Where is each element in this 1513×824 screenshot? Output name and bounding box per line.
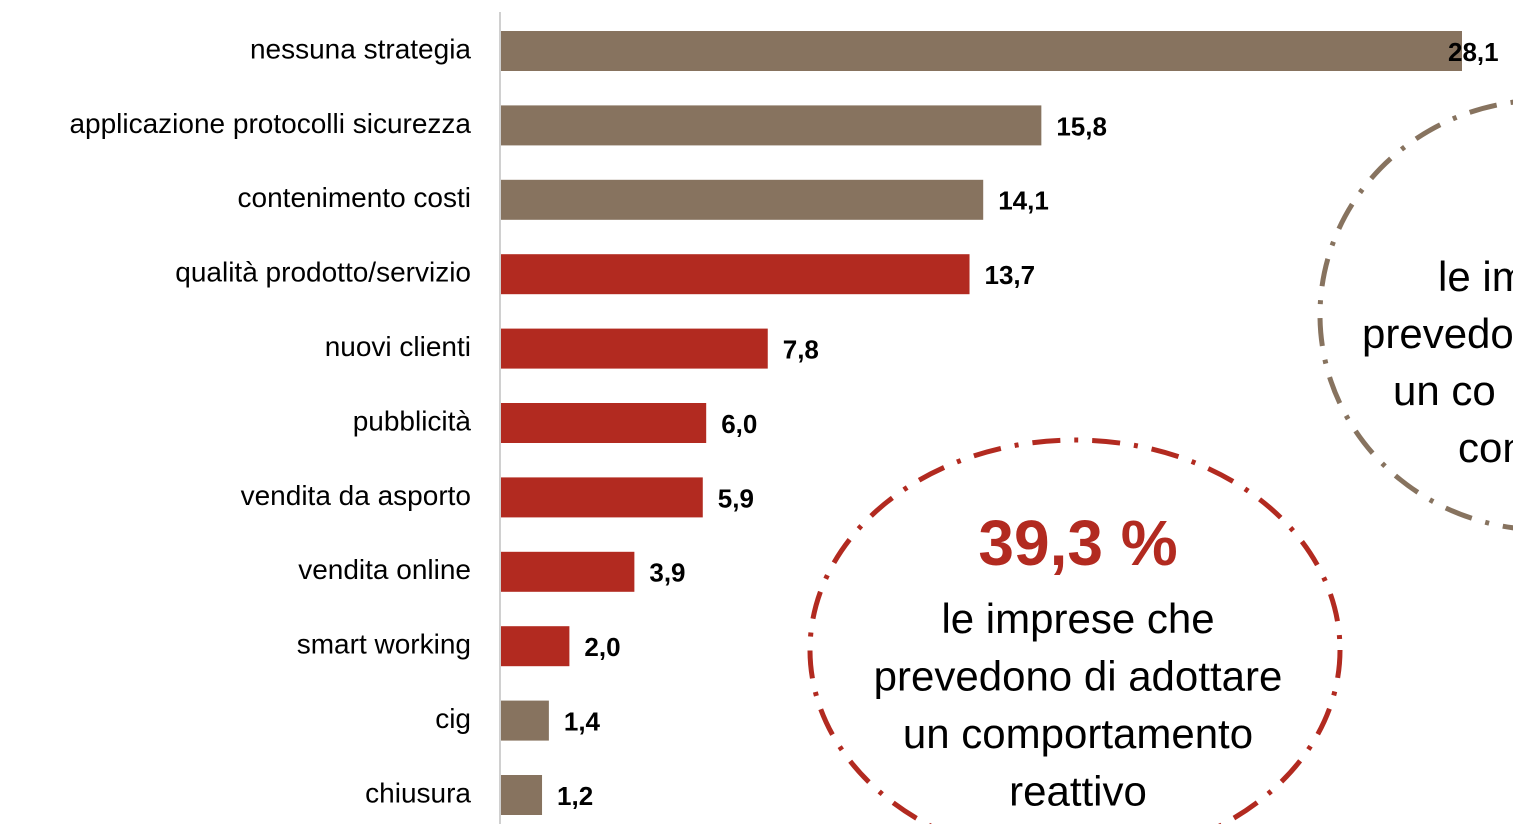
value-label: 15,8 (1056, 111, 1107, 141)
annotation-text: un comportamento (903, 710, 1253, 757)
value-label: 2,0 (584, 632, 620, 662)
value-label: 5,9 (718, 483, 754, 513)
annotation-text: prevedo (1362, 310, 1513, 357)
category-label: qualità prodotto/servizio (175, 257, 471, 288)
value-label: 13,7 (985, 260, 1036, 290)
bar (501, 179, 984, 220)
annotation-text: un co (1393, 367, 1496, 414)
annotation-circle (807, 437, 1343, 824)
category-label: vendita da asporto (241, 480, 471, 511)
value-label: 3,9 (649, 558, 685, 588)
bar (501, 700, 549, 741)
bar (501, 551, 635, 592)
annotation-title: 39,3 % (978, 507, 1177, 579)
value-label: 28,1 (1448, 37, 1499, 67)
bar (501, 775, 543, 815)
value-label: 6,0 (721, 409, 757, 439)
bar (501, 626, 570, 667)
value-label: 1,2 (557, 781, 593, 811)
category-label: smart working (297, 629, 471, 660)
bar (501, 477, 703, 518)
annotation-text: prevedono di adottare (874, 653, 1283, 700)
category-label: nuovi clienti (325, 331, 471, 362)
annotation-text: con (1458, 424, 1513, 471)
category-label: applicazione protocolli sicurezza (69, 108, 471, 139)
category-label: cig (435, 703, 471, 734)
value-label: 14,1 (998, 186, 1049, 216)
value-label: 1,4 (564, 706, 601, 736)
category-label: chiusura (365, 777, 471, 808)
annotation-text: le im (1438, 253, 1513, 300)
bar (501, 31, 1462, 71)
category-label: contenimento costi (238, 182, 471, 213)
category-label: vendita online (298, 554, 471, 585)
annotation-text: reattivo (1009, 768, 1147, 815)
bar (501, 328, 768, 369)
category-label: pubblicità (353, 405, 472, 436)
annotation-text: le imprese che (941, 595, 1214, 642)
bar (501, 254, 970, 295)
value-label: 7,8 (783, 334, 819, 364)
bar (501, 403, 707, 443)
category-label: nessuna strategia (250, 33, 471, 64)
bar (501, 105, 1042, 146)
